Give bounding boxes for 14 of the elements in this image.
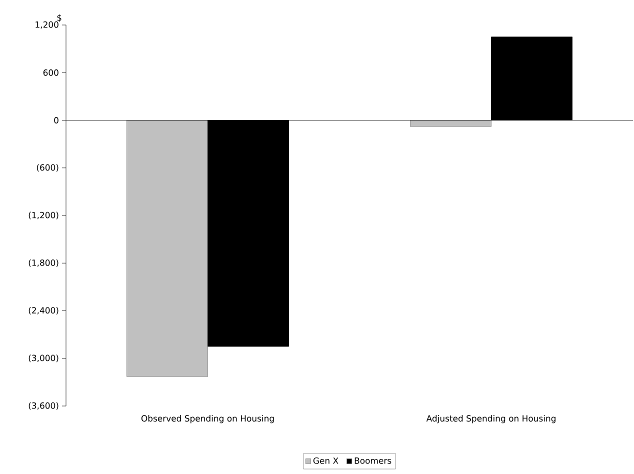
- y-tick-label: (3,600): [28, 402, 58, 410]
- y-tick-label: (1,200): [28, 212, 58, 220]
- y-tick-label: (2,400): [28, 306, 58, 315]
- y-axis-title: $: [57, 14, 62, 22]
- y-tick-label: 1,200: [36, 21, 58, 29]
- y-tick-label: 0: [54, 117, 58, 124]
- legend-label: Gen X: [313, 457, 338, 464]
- y-tick-label: (3,000): [28, 354, 58, 362]
- y-tick-label: (600): [36, 164, 58, 172]
- y-tick-label: 600: [43, 69, 58, 76]
- x-tick-label: Observed Spending on Housing: [141, 415, 274, 424]
- legend-label: Boomers: [354, 458, 392, 464]
- y-tick-label: (1,800): [28, 259, 58, 267]
- x-tick-label: Adjusted Spending on Housing: [426, 415, 556, 424]
